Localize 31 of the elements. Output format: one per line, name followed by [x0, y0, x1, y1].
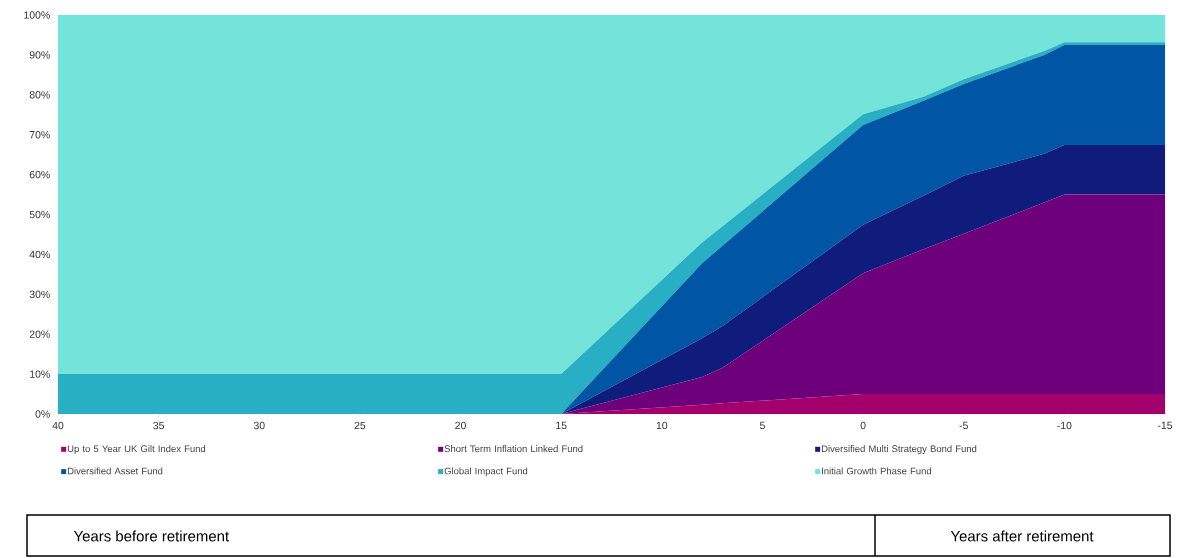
y-tick-label: 90% [29, 51, 50, 59]
text: Years after retirement [950, 530, 1094, 542]
x-tick-label: 35 [153, 421, 164, 430]
x-tick-label: 15 [556, 421, 567, 430]
legend-label: Global Impact Fund [444, 467, 528, 477]
x-tick-label: 0 [860, 421, 866, 430]
legend-label: Diversified Asset Fund [67, 467, 163, 475]
text: Years before retirement [73, 530, 229, 542]
x-tick-label: -10 [1057, 421, 1072, 430]
y-tick-label: 80% [29, 91, 50, 99]
x-tick-label: 25 [354, 421, 366, 430]
x-tick-label: -5 [959, 421, 968, 430]
legend-label: Short Term Inflation Linked Fund [444, 445, 583, 453]
x-tick-label: 30 [253, 421, 265, 430]
y-tick-label: 60% [29, 170, 50, 179]
y-tick-label: 10% [30, 370, 50, 378]
y-tick-label: 20% [29, 330, 50, 338]
y-tick-label: 0% [35, 410, 50, 418]
legend-label: Up to 5 Year UK Gilt Index Fund [67, 445, 206, 454]
y-tick-label: 30% [29, 290, 50, 299]
x-tick-label: 20 [455, 421, 466, 430]
legend-label: Diversified Multi Strategy Bond Fund [821, 445, 977, 454]
legend-label: Initial Growth Phase Fund [822, 467, 931, 475]
y-tick-label: 100% [24, 11, 50, 19]
x-tick-label: 5 [759, 421, 765, 430]
x-tick-label: -15 [1157, 421, 1173, 430]
x-tick-label: 10 [656, 421, 668, 430]
y-tick-label: 40% [29, 250, 50, 259]
x-tick-label: 40 [52, 421, 64, 430]
y-tick-label: 50% [29, 210, 50, 219]
y-tick-label: 70% [29, 131, 50, 139]
